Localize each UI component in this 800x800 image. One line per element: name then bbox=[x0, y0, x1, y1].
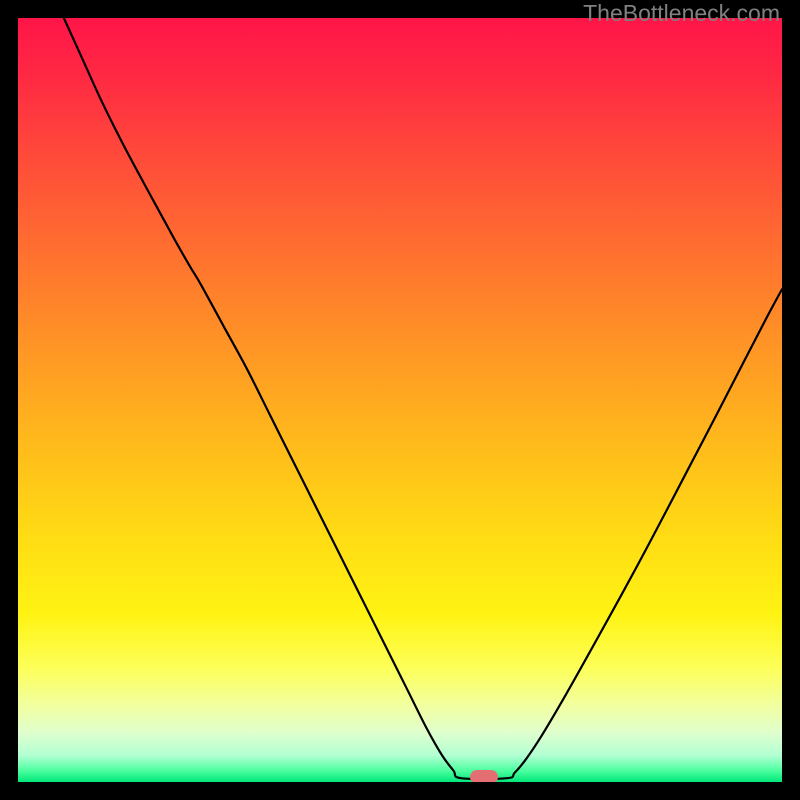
plot-area bbox=[18, 18, 782, 782]
watermark-text: TheBottleneck.com bbox=[583, 0, 780, 27]
plot-svg bbox=[18, 18, 782, 782]
chart-frame bbox=[0, 0, 800, 800]
gradient-background bbox=[18, 18, 782, 782]
optimum-marker bbox=[470, 770, 498, 782]
